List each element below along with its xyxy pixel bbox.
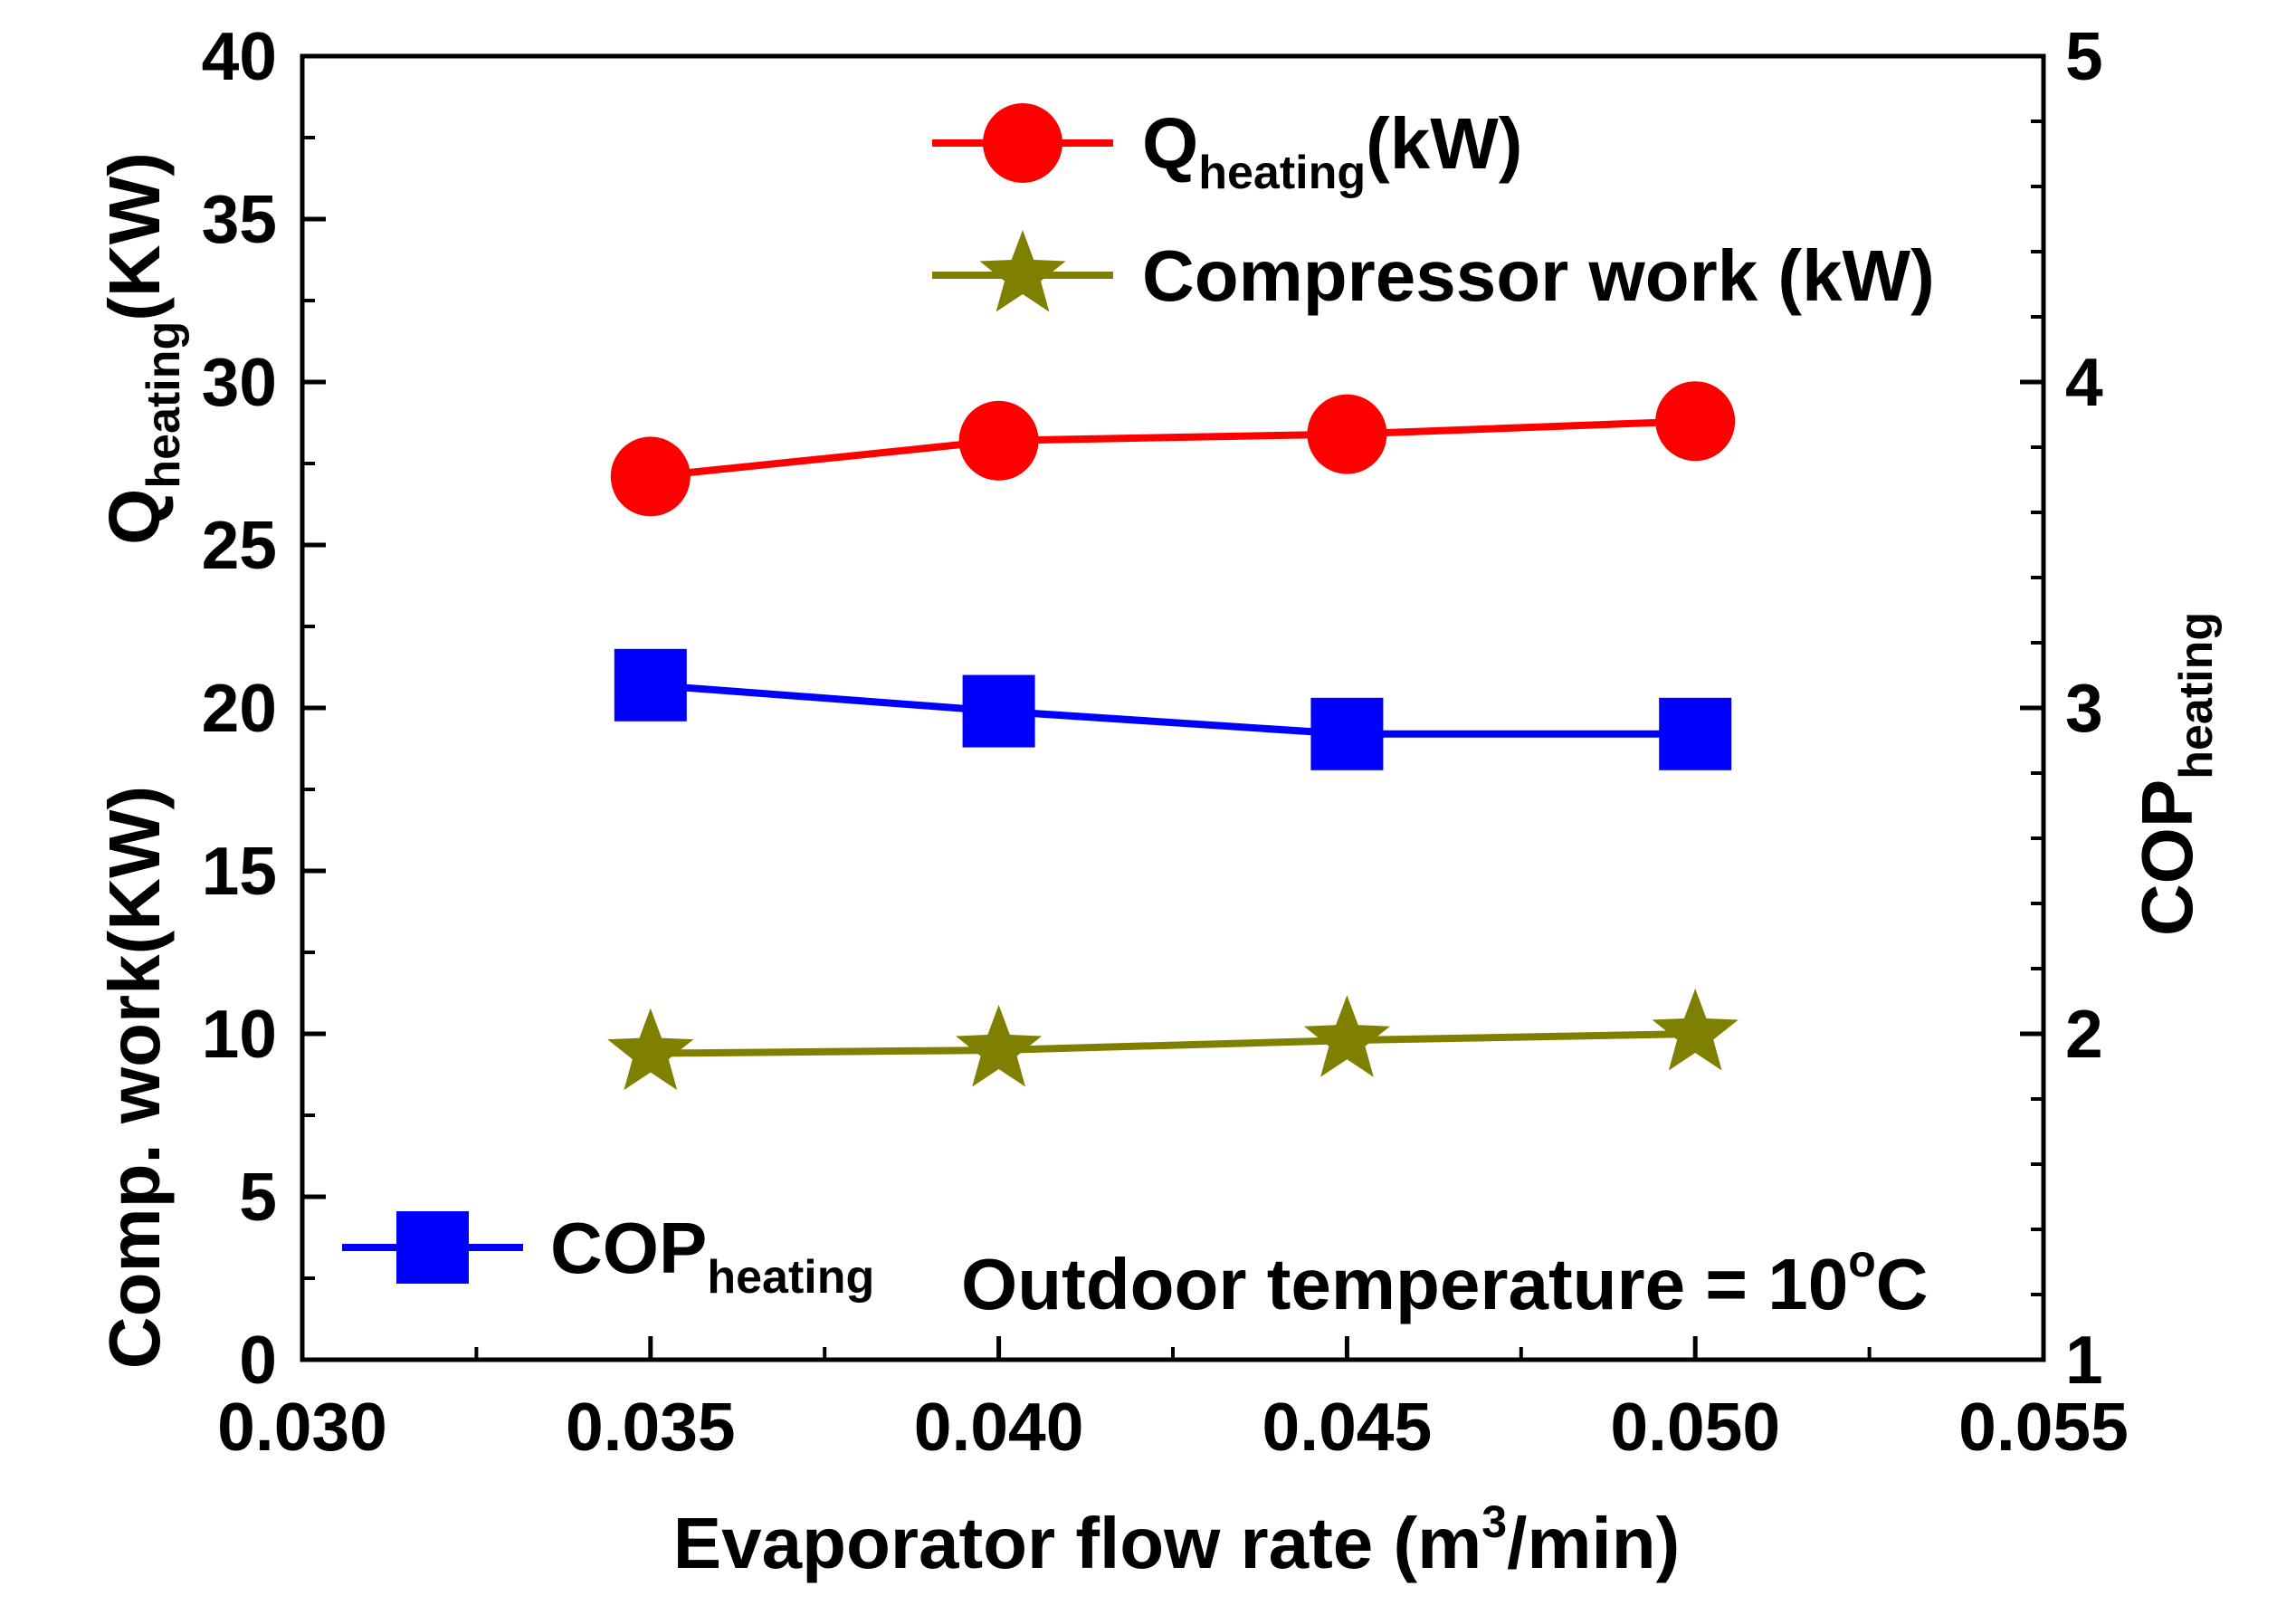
labels-layer: 0.030 0.035 0.040 0.045 0.050 0.0550510152025… (94, 18, 2223, 1583)
y-left-top-suffix: (KW) (94, 152, 175, 321)
y-right-tick-label: 2 (2065, 996, 2103, 1072)
data-point-star (1652, 989, 1739, 1071)
data-point-square (962, 674, 1035, 748)
legend-label-q-heating: Qheating(kW) (1142, 103, 1522, 199)
legend-marker-compressor (979, 230, 1066, 312)
x-tick-label: 0.055 (1958, 1389, 2129, 1465)
y-left-tick-label: 40 (202, 18, 277, 94)
y-right-main: COP (2127, 779, 2207, 936)
data-point-square (1659, 697, 1732, 770)
data-point-square (614, 648, 687, 721)
y-right-tick-label: 4 (2065, 344, 2103, 420)
data-point-star (1303, 995, 1390, 1077)
x-tick-label: 0.030 (217, 1389, 387, 1465)
y-left-title-q-heating: Qheating(KW) (94, 152, 190, 545)
data-point-circle (610, 436, 691, 517)
legend-label-compressor: Compressor work (kW) (1142, 235, 1935, 316)
y-left-tick-label: 0 (239, 1322, 277, 1398)
y-right-tick-label: 3 (2065, 670, 2103, 746)
series-line-circle (650, 417, 1696, 481)
legend-q-suffix: (kW) (1366, 103, 1522, 184)
y-left-top-main: Q (94, 489, 175, 545)
legend-marker-q-heating (983, 103, 1062, 183)
series-layer (607, 381, 1739, 1091)
y-left-tick-label: 10 (202, 996, 277, 1072)
y-right-title-cop: COPheating (2127, 612, 2223, 936)
y-right-tick-label: 1 (2065, 1322, 2103, 1398)
y-left-tick-label: 20 (202, 670, 277, 746)
x-tick-label: 0.050 (1610, 1389, 1780, 1465)
legend-q-sub: heating (1198, 147, 1366, 199)
annotation-outdoor-temperature: Outdoor temperature = 10oC (961, 1236, 1929, 1324)
data-point-square (1310, 697, 1384, 770)
x-axis-title: Evaporator flow rate (m3/min) (673, 1496, 1680, 1583)
data-point-circle (1307, 394, 1387, 474)
data-point-star (607, 1008, 694, 1091)
x-tick-label: 0.040 (914, 1389, 1084, 1465)
x-tick-label: 0.035 (566, 1389, 736, 1465)
legend-cop-main: COP (550, 1208, 707, 1288)
x-tick-label: 0.045 (1262, 1389, 1433, 1465)
data-point-circle (958, 400, 1039, 481)
plot-frame (300, 53, 2046, 1362)
y-left-tick-label: 5 (239, 1159, 277, 1235)
legend-cop-sub: heating (707, 1251, 874, 1304)
y-left-tick-label: 25 (202, 507, 277, 583)
x-title-suffix: /min) (1507, 1503, 1680, 1583)
legend-marker-cop (396, 1211, 469, 1284)
y-left-top-sub: heating (138, 321, 190, 489)
y-right-tick-label: 5 (2065, 18, 2103, 94)
x-title-prefix: Evaporator flow rate (m (673, 1503, 1482, 1583)
y-right-sub: heating (2170, 612, 2223, 779)
data-point-star (956, 1005, 1043, 1087)
y-left-title-comp-work: Comp. work(KW) (94, 786, 175, 1369)
legend-label-cop: COPheating (550, 1208, 874, 1304)
annotation-degree: o (1848, 1236, 1876, 1286)
data-point-circle (1655, 381, 1736, 462)
x-title-superscript: 3 (1481, 1496, 1507, 1547)
y-left-tick-label: 30 (202, 344, 277, 420)
annotation-suffix: C (1876, 1244, 1929, 1324)
y-left-tick-label: 35 (202, 181, 277, 257)
series-line-square (650, 681, 1696, 738)
y-left-tick-label: 15 (202, 833, 277, 909)
legend-q-main: Q (1142, 103, 1198, 184)
series-line-star (650, 1030, 1696, 1057)
annotation-prefix: Outdoor temperature = 10 (961, 1244, 1848, 1324)
